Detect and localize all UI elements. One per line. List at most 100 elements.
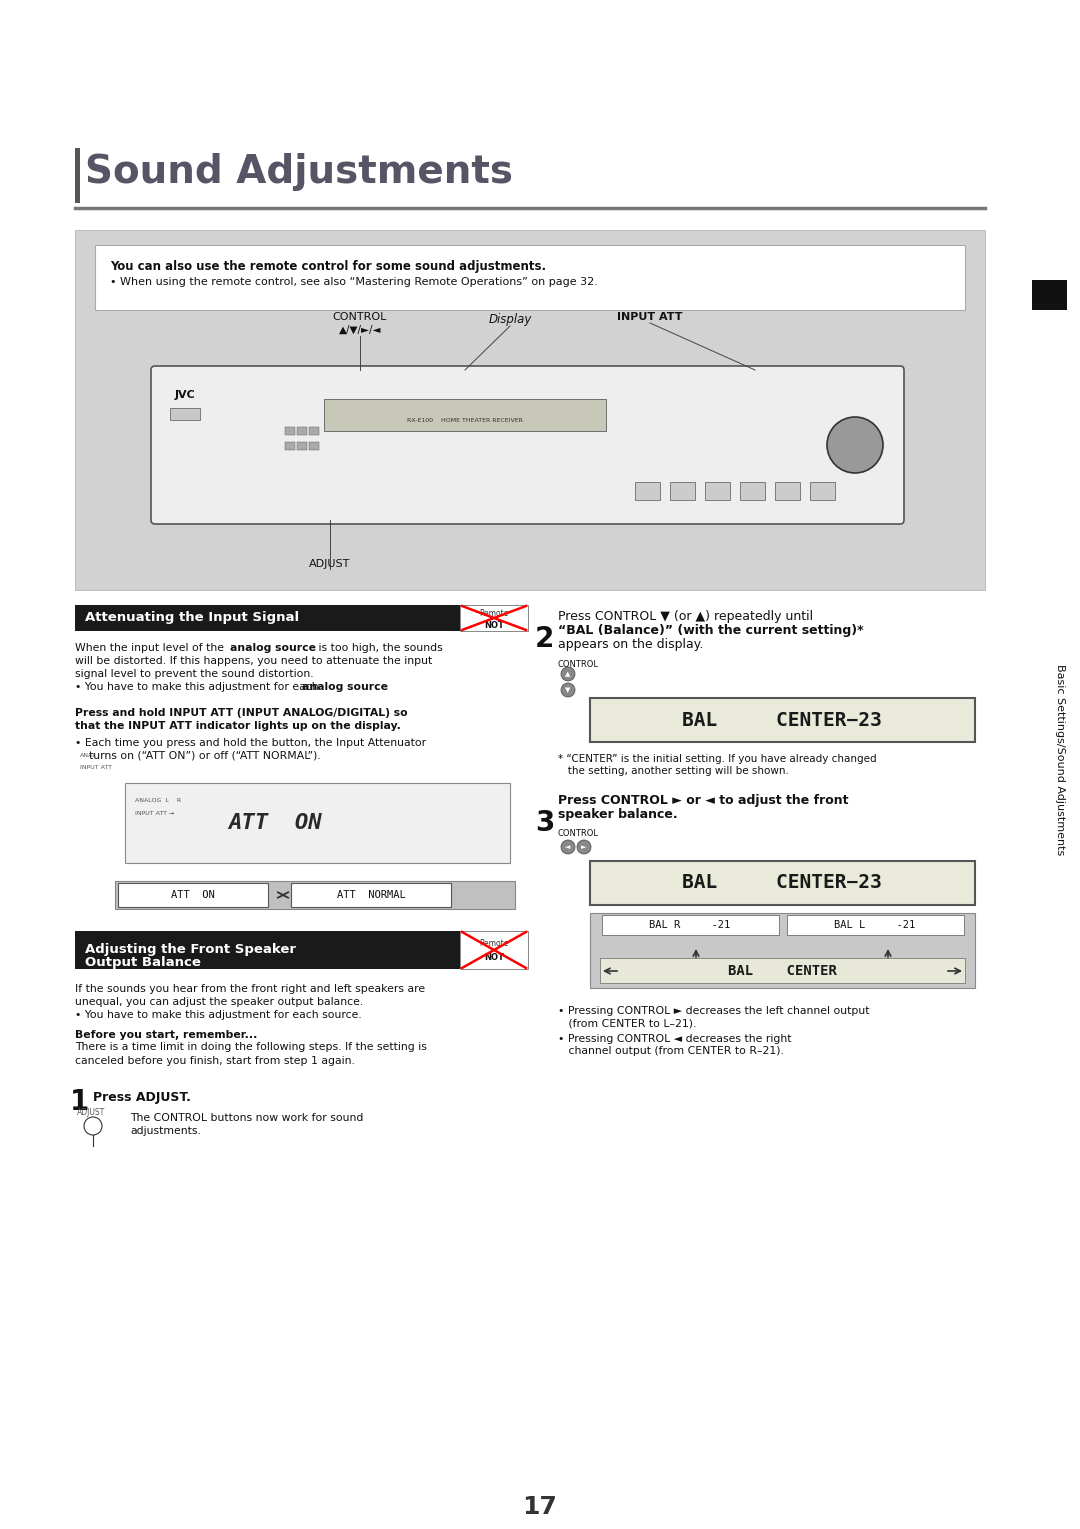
Text: Output Balance: Output Balance: [85, 956, 201, 969]
Text: Press CONTROL ► or ◄ to adjust the front: Press CONTROL ► or ◄ to adjust the front: [558, 794, 849, 807]
Text: BAL     CENTER−23: BAL CENTER−23: [683, 873, 882, 893]
Bar: [75, 931, 519, 969]
Bar: [775, 482, 800, 500]
Text: INPUT ATT: INPUT ATT: [80, 764, 112, 771]
Text: NOT: NOT: [484, 954, 504, 962]
Text: .: .: [375, 682, 378, 693]
Text: Adjusting the Front Speaker: Adjusting the Front Speaker: [85, 943, 296, 956]
Text: (from CENTER to L–21).: (from CENTER to L–21).: [558, 1018, 697, 1027]
Text: will be distorted. If this happens, you need to attenuate the input: will be distorted. If this happens, you …: [75, 656, 432, 667]
FancyBboxPatch shape: [324, 399, 606, 431]
Text: BAL L     -21: BAL L -21: [835, 920, 916, 930]
Bar: [810, 482, 835, 500]
Text: ADJUST: ADJUST: [77, 1109, 105, 1118]
Text: 2: 2: [535, 625, 554, 653]
Text: CONTROL: CONTROL: [333, 312, 388, 323]
Text: BAL     CENTER−23: BAL CENTER−23: [683, 711, 882, 729]
Text: CONTROL: CONTROL: [558, 661, 599, 670]
Bar: [75, 229, 985, 590]
Text: analog source: analog source: [302, 682, 388, 693]
Circle shape: [827, 417, 883, 472]
Text: INPUT ATT: INPUT ATT: [618, 312, 683, 323]
Text: Remote: Remote: [480, 939, 509, 948]
Text: • Pressing CONTROL ► decreases the left channel output: • Pressing CONTROL ► decreases the left …: [558, 1006, 869, 1015]
FancyBboxPatch shape: [590, 861, 975, 905]
Text: 17: 17: [523, 1495, 557, 1518]
Text: CONTROL: CONTROL: [558, 829, 599, 838]
Bar: [285, 442, 295, 450]
Text: Press ADJUST.: Press ADJUST.: [93, 1092, 191, 1104]
Text: canceled before you finish, start from step 1 again.: canceled before you finish, start from s…: [75, 1055, 355, 1066]
Text: BAL    CENTER: BAL CENTER: [728, 963, 836, 979]
Bar: [590, 913, 975, 988]
Bar: [740, 482, 765, 500]
FancyBboxPatch shape: [95, 245, 966, 310]
Bar: [297, 442, 307, 450]
Text: ▲/▼/►/◄: ▲/▼/►/◄: [339, 326, 381, 335]
Text: speaker balance.: speaker balance.: [558, 807, 677, 821]
FancyBboxPatch shape: [787, 914, 964, 936]
Text: Before you start, remember...: Before you start, remember...: [75, 1029, 257, 1040]
Text: ANAL: ANAL: [80, 752, 97, 758]
Text: appears on the display.: appears on the display.: [558, 638, 703, 651]
FancyBboxPatch shape: [602, 914, 779, 936]
Text: ATT  NORMAL: ATT NORMAL: [337, 890, 405, 901]
Text: Press CONTROL ▼ (or ▲) repeatedly until: Press CONTROL ▼ (or ▲) repeatedly until: [558, 610, 813, 622]
Text: ▲: ▲: [565, 671, 570, 677]
Text: • Each time you press and hold the button, the Input Attenuator: • Each time you press and hold the butto…: [75, 739, 427, 748]
Text: When the input level of the: When the input level of the: [75, 644, 228, 653]
Text: “BAL (Balance)” (with the current setting)*: “BAL (Balance)” (with the current settin…: [558, 624, 864, 638]
Text: 3: 3: [535, 809, 554, 836]
Text: JVC: JVC: [175, 390, 195, 401]
Circle shape: [561, 839, 575, 855]
Text: NOT: NOT: [484, 621, 504, 630]
Text: ►: ►: [581, 844, 586, 850]
Text: is too high, the sounds: is too high, the sounds: [315, 644, 443, 653]
Bar: [309, 442, 319, 450]
Bar: [75, 148, 80, 203]
Text: The CONTROL buttons now work for sound: The CONTROL buttons now work for sound: [130, 1113, 363, 1122]
FancyBboxPatch shape: [291, 884, 451, 907]
Text: You can also use the remote control for some sound adjustments.: You can also use the remote control for …: [110, 260, 546, 274]
Bar: [460, 931, 528, 969]
Text: ▼: ▼: [565, 687, 570, 693]
Circle shape: [577, 839, 591, 855]
Bar: [670, 482, 696, 500]
Text: Remote: Remote: [480, 610, 509, 619]
Bar: [460, 605, 528, 631]
Text: • When using the remote control, see also “Mastering Remote Operations” on page : • When using the remote control, see als…: [110, 277, 598, 287]
FancyBboxPatch shape: [125, 783, 510, 862]
Text: RX-E100    HOME THEATER RECEIVER: RX-E100 HOME THEATER RECEIVER: [407, 417, 523, 424]
Text: that the INPUT ATT indicator lights up on the display.: that the INPUT ATT indicator lights up o…: [75, 722, 401, 731]
Text: There is a time limit in doing the following steps. If the setting is: There is a time limit in doing the follo…: [75, 1043, 427, 1052]
Text: ◄: ◄: [565, 844, 570, 850]
Text: unequal, you can adjust the speaker output balance.: unequal, you can adjust the speaker outp…: [75, 997, 363, 1008]
Circle shape: [561, 667, 575, 680]
FancyBboxPatch shape: [118, 884, 268, 907]
Circle shape: [561, 683, 575, 697]
Text: 1: 1: [70, 1089, 90, 1116]
FancyBboxPatch shape: [151, 365, 904, 524]
Text: Sound Adjustments: Sound Adjustments: [85, 153, 513, 191]
Text: analog source: analog source: [230, 644, 316, 653]
Text: Attenuating the Input Signal: Attenuating the Input Signal: [85, 612, 299, 624]
Bar: [297, 427, 307, 434]
Bar: [170, 408, 200, 420]
Bar: [635, 482, 660, 500]
Text: ATT  ON: ATT ON: [228, 813, 322, 833]
Text: adjustments.: adjustments.: [130, 1125, 201, 1136]
Bar: [705, 482, 730, 500]
Text: Basic Settings/Sound Adjustments: Basic Settings/Sound Adjustments: [1055, 665, 1065, 856]
Text: turns on (“ATT ON”) or off (“ATT NORMAL”).: turns on (“ATT ON”) or off (“ATT NORMAL”…: [75, 751, 321, 761]
Text: • Pressing CONTROL ◄ decreases the right: • Pressing CONTROL ◄ decreases the right: [558, 1034, 792, 1044]
Text: • You have to make this adjustment for each: • You have to make this adjustment for e…: [75, 682, 322, 693]
FancyBboxPatch shape: [590, 699, 975, 742]
Text: BAL R     -21: BAL R -21: [649, 920, 731, 930]
Text: INPUT ATT →: INPUT ATT →: [135, 810, 174, 816]
Text: channel output (from CENTER to R–21).: channel output (from CENTER to R–21).: [558, 1046, 784, 1057]
Text: signal level to prevent the sound distortion.: signal level to prevent the sound distor…: [75, 670, 313, 679]
Text: Press and hold INPUT ATT (INPUT ANALOG/DIGITAL) so: Press and hold INPUT ATT (INPUT ANALOG/D…: [75, 708, 407, 719]
Bar: [114, 881, 515, 910]
Text: Display: Display: [488, 313, 531, 326]
Text: * “CENTER” is the initial setting. If you have already changed: * “CENTER” is the initial setting. If yo…: [558, 754, 877, 764]
